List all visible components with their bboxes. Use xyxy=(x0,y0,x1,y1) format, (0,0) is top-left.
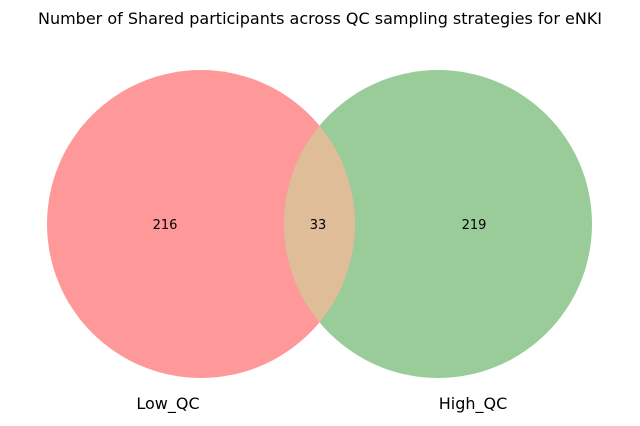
chart-title: Number of Shared participants across QC … xyxy=(38,9,602,28)
intersection-count: 33 xyxy=(310,218,327,233)
low-qc-circle xyxy=(47,70,355,378)
low-qc-only-count: 216 xyxy=(153,218,178,233)
low-qc-label: Low_QC xyxy=(136,394,199,414)
high-qc-only-count: 219 xyxy=(462,218,487,233)
high-qc-circle xyxy=(284,70,592,378)
high-qc-label: High_QC xyxy=(439,394,508,414)
